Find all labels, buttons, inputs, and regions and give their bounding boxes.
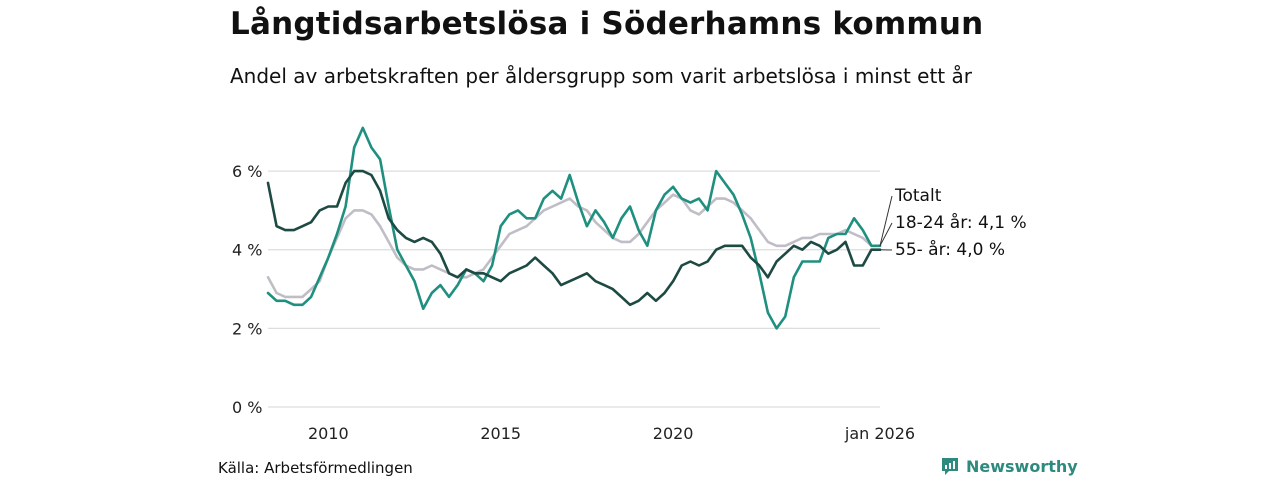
series-line-age-55 [266, 169, 882, 307]
end-label-layer: Totalt 18-24 år: 4,1 % 55- år: 4,0 % [879, 186, 1027, 260]
brand-name: Newsworthy [966, 456, 1078, 476]
x-tick-label: 2020 [653, 424, 694, 443]
end-label-leader [879, 222, 893, 247]
end-label: Totalt [894, 186, 942, 206]
brand-logo[interactable]: Newsworthy [940, 456, 1078, 476]
x-tick-label: jan 2026 [844, 424, 915, 443]
newsworthy-logo-icon [942, 458, 958, 475]
x-tick-label: 2015 [480, 424, 521, 443]
series-line-age-18-24 [266, 126, 882, 330]
y-tick-label: 4 % [232, 241, 262, 260]
tick-layer: 0 % 2 % 4 % 6 % 2010 2015 2020 jan 2026 [232, 162, 915, 443]
chart-subtitle: Andel av arbetskraften per åldersgrupp s… [230, 64, 972, 88]
x-tick-label: 2010 [308, 424, 349, 443]
end-label: 55- år: 4,0 % [895, 239, 1005, 260]
y-tick-label: 2 % [232, 319, 262, 338]
y-tick-label: 0 % [232, 398, 262, 417]
chart-title: Långtidsarbetslösa i Söderhamns kommun [230, 6, 984, 42]
source-note: Källa: Arbetsförmedlingen [218, 459, 413, 477]
grid-layer [268, 170, 880, 408]
series-layer [266, 126, 882, 330]
y-tick-label: 6 % [232, 162, 262, 181]
end-label-leader [879, 195, 893, 246]
end-label: 18-24 år: 4,1 % [895, 212, 1027, 233]
series-line-totalt [266, 193, 882, 299]
